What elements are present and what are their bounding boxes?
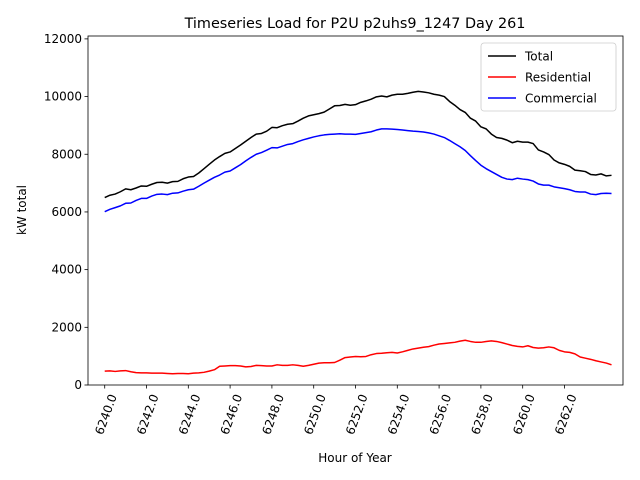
- chart-title: Timeseries Load for P2U p2uhs9_1247 Day …: [184, 16, 526, 32]
- y-tick-label: 10000: [44, 90, 82, 104]
- y-tick-label: 0: [74, 378, 82, 392]
- series-line-commercial: [104, 128, 612, 213]
- plot-area: [104, 90, 612, 375]
- y-tick-label: 6000: [51, 205, 82, 219]
- legend-label-total: Total: [524, 50, 553, 64]
- legend-box: [480, 42, 617, 112]
- y-tick-label: 8000: [51, 147, 82, 161]
- legend: Total Residential Commercial: [480, 42, 617, 112]
- legend-label-residential: Residential: [525, 71, 591, 85]
- x-axis-label: Hour of Year: [318, 451, 392, 465]
- series-line-total: [104, 90, 612, 199]
- series-line-residential: [104, 339, 612, 375]
- legend-label-commercial: Commercial: [525, 92, 597, 106]
- y-tick-label: 12000: [44, 32, 82, 46]
- y-tick-label: 4000: [51, 263, 82, 277]
- y-tick-label: 2000: [51, 320, 82, 334]
- y-axis-label: kW total: [15, 185, 29, 235]
